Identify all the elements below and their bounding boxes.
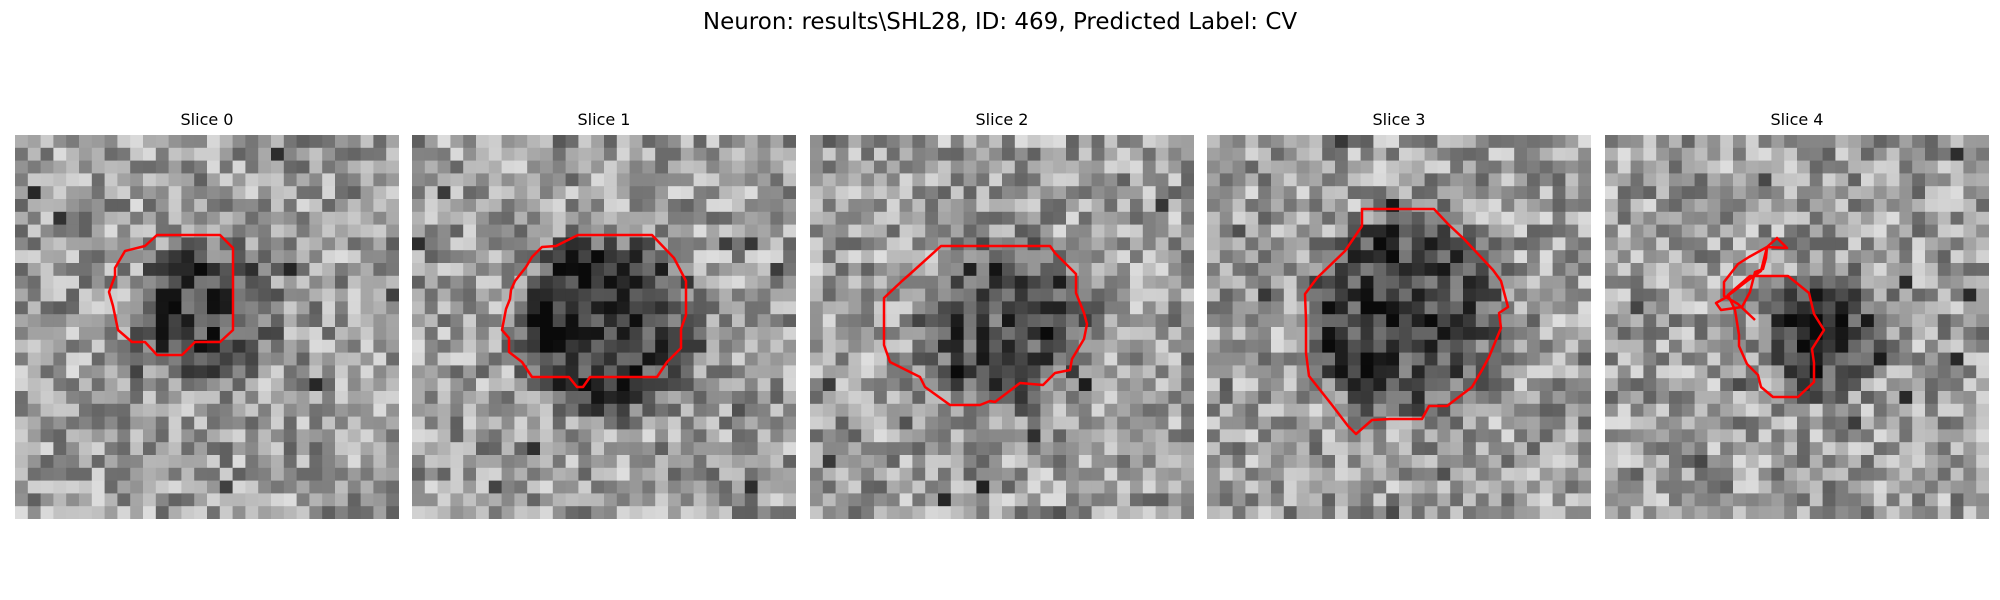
slice-image bbox=[1605, 135, 1989, 519]
neuron-contour-branch bbox=[1722, 245, 1768, 321]
slice-image bbox=[810, 135, 1194, 519]
slice-title: Slice 2 bbox=[975, 110, 1029, 129]
figure-title: Neuron: results\SHL28, ID: 469, Predicte… bbox=[702, 9, 1298, 35]
neuron-contour bbox=[882, 244, 1089, 407]
slice-panel-2: Slice 2 bbox=[810, 105, 1194, 525]
slice-panel-4: Slice 4 bbox=[1605, 105, 1989, 525]
neuron-contour bbox=[500, 233, 688, 389]
neuron-contour bbox=[1714, 236, 1789, 312]
slice-image bbox=[412, 135, 796, 519]
slice-title: Slice 1 bbox=[577, 110, 631, 129]
slice-panel-3: Slice 3 bbox=[1207, 105, 1591, 525]
neuron-contour bbox=[1303, 207, 1510, 436]
slice-panel-1: Slice 1 bbox=[412, 105, 796, 525]
slice-title: Slice 3 bbox=[1372, 110, 1426, 129]
slice-image bbox=[1207, 135, 1591, 519]
slice-image bbox=[15, 135, 399, 519]
slice-panel-0: Slice 0 bbox=[15, 105, 399, 525]
slice-title: Slice 0 bbox=[180, 110, 234, 129]
neuron-contour bbox=[1726, 274, 1826, 399]
slice-title: Slice 4 bbox=[1770, 110, 1824, 129]
neuron-contour bbox=[107, 233, 235, 357]
